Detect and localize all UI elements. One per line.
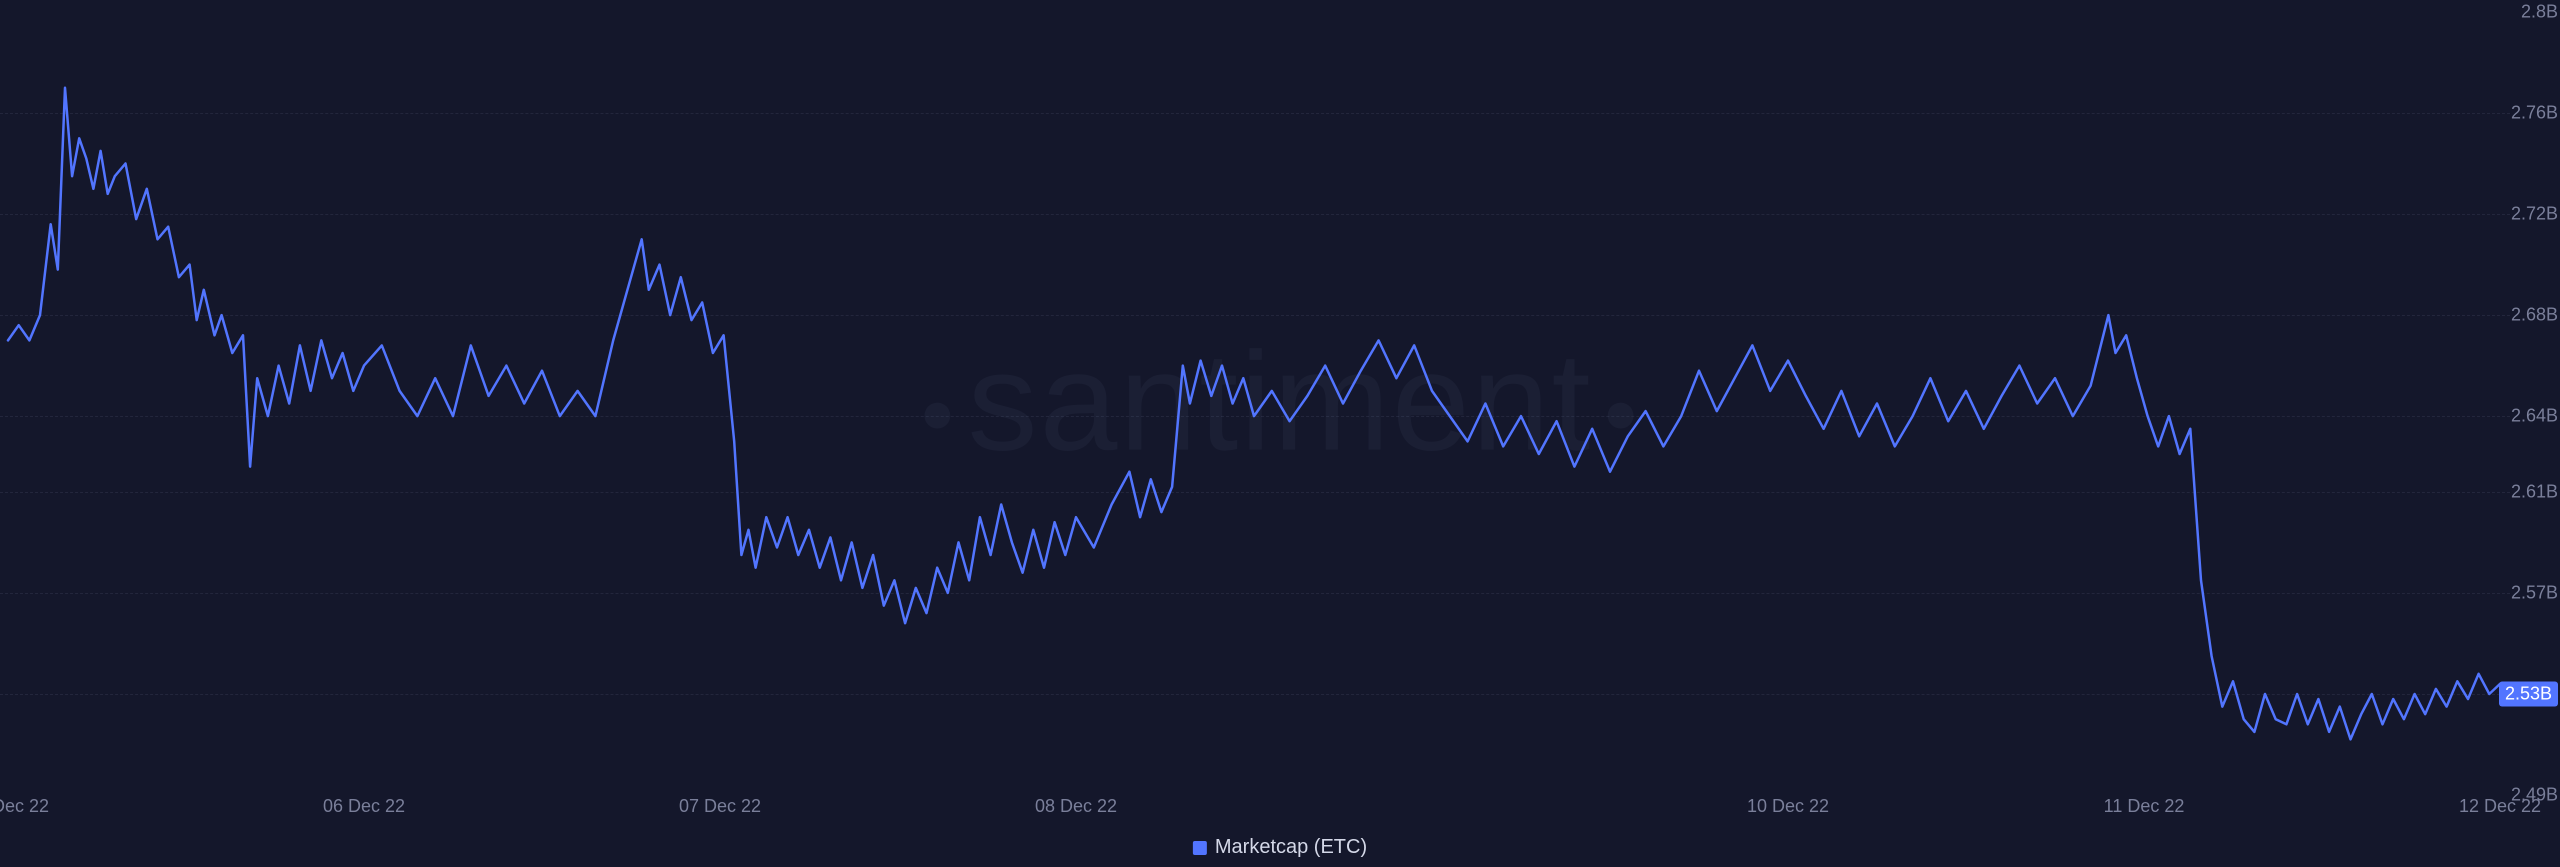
marketcap-chart[interactable]: ●santiment● 2.49B2.53B2.57B2.61B2.64B2.6… (0, 0, 2560, 867)
legend-swatch (1193, 841, 1207, 855)
legend-label: Marketcap (ETC) (1215, 836, 1367, 859)
line-plot (0, 0, 2560, 867)
legend[interactable]: Marketcap (ETC) (1193, 836, 1367, 859)
current-value-badge: 2.53B (2499, 681, 2558, 706)
